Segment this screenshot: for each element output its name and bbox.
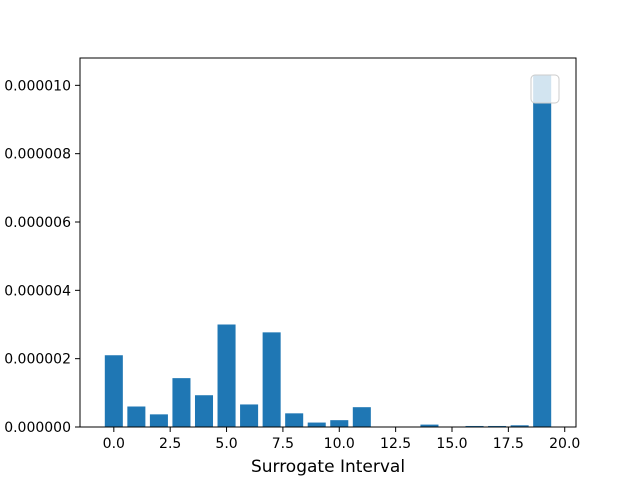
bar-11 [352, 407, 371, 427]
bar-18 [510, 425, 529, 427]
x-tick-label: 17.5 [493, 436, 524, 452]
bar-14 [420, 424, 439, 427]
bar-6 [240, 404, 259, 427]
y-tick-label: 0.000004 [4, 283, 71, 299]
x-axis-ticks: 0.0 2.5 5.0 7.5 10.0 12.5 15.0 17.5 20.0 [103, 427, 580, 452]
bar-3 [172, 378, 191, 427]
bar-1 [127, 406, 146, 427]
plot-area-frame [79, 57, 577, 428]
x-tick-label: 2.5 [159, 436, 181, 452]
bar-17 [488, 425, 507, 427]
y-axis-ticks: 0.000000 0.000002 0.000004 0.000006 0.000008… [4, 78, 80, 436]
x-tick-label: 15.0 [436, 436, 467, 452]
y-tick-label: 0.000002 [4, 352, 71, 368]
y-tick-label: 0.000006 [4, 215, 71, 231]
bar-0 [104, 355, 123, 427]
bar-9 [307, 422, 326, 427]
bar-8 [285, 413, 304, 427]
y-tick-label: 0.000008 [4, 147, 71, 163]
x-tick-label: 10.0 [324, 436, 355, 452]
bar-19 [533, 75, 552, 427]
x-tick-label: 20.0 [549, 436, 580, 452]
y-tick-label: 0.000010 [4, 78, 71, 94]
bar-4 [194, 395, 214, 427]
bar-16 [465, 425, 484, 427]
bar-2 [149, 414, 168, 427]
legend-box [530, 74, 560, 104]
bar-5 [217, 324, 236, 427]
bar-7 [262, 332, 281, 427]
x-tick-label: 7.5 [272, 436, 294, 452]
x-tick-label: 0.0 [103, 436, 125, 452]
x-axis-label: Surrogate Interval [251, 457, 405, 477]
bar-10 [330, 420, 349, 427]
y-tick-label: 0.000000 [4, 420, 71, 436]
x-tick-label: 5.0 [215, 436, 237, 452]
x-tick-label: 12.5 [380, 436, 411, 452]
bars-group [104, 75, 552, 427]
